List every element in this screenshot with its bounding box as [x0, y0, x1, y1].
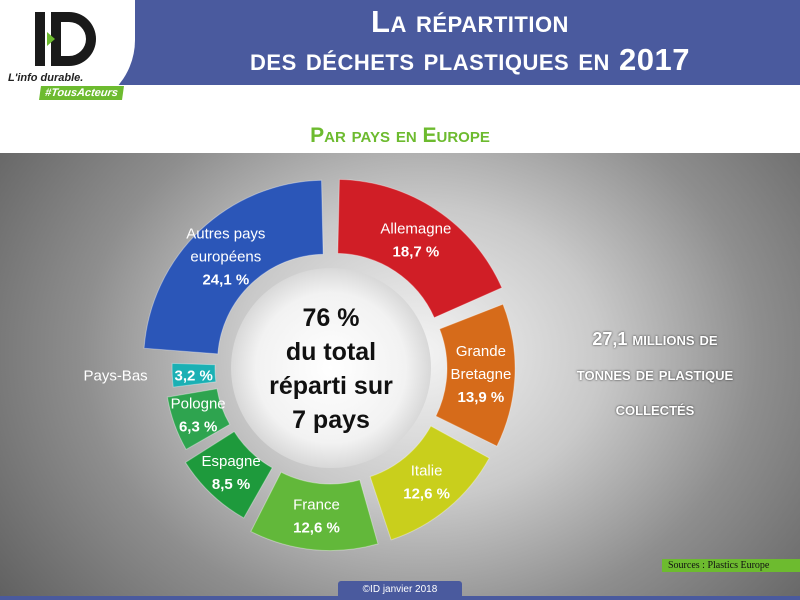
slice-pologne	[166, 388, 231, 451]
stat-line-1: 27,1 millions de	[592, 329, 718, 349]
slice-label-value: 24,1 %	[202, 271, 249, 288]
footer-bar	[0, 596, 800, 600]
logo-mark-icon	[35, 12, 96, 66]
slice-label-value: 8,5 %	[212, 476, 250, 493]
stat-line-2: tonnes de plastique	[576, 364, 734, 384]
slice-label-name: Grande	[456, 343, 506, 360]
title-line-2: des déchets plastiques en 2017	[250, 42, 690, 77]
logo-panel: L'info durable. #TousActeurs	[0, 0, 135, 110]
slice-label-name: européens	[190, 248, 261, 265]
slice-label-name: France	[293, 497, 340, 514]
logo-tagline: L'info durable.	[8, 72, 84, 84]
slice-label-value: 18,7 %	[393, 244, 440, 261]
slice-espagne	[184, 430, 273, 519]
center-text-line: réparti sur	[269, 372, 393, 400]
slice-label-value: 3,2 %	[175, 367, 213, 384]
slice-france	[250, 471, 379, 551]
slice-grande-bretagne	[435, 303, 516, 447]
slice-label-value: 6,3 %	[179, 419, 217, 436]
slice-label-value: 13,9 %	[458, 389, 505, 406]
donut-center	[231, 268, 431, 468]
sources-note: Sources : Plastics Europe	[662, 559, 800, 572]
total-stat: 27,1 millions de tonnes de plastique col…	[520, 322, 790, 427]
slice-label-name: Pologne	[171, 396, 226, 413]
slice-autres-pays-europ-ens	[143, 179, 324, 355]
slice-label-name: Allemagne	[380, 221, 451, 238]
chart-subtitle: Par pays en Europe	[310, 124, 490, 147]
donut-slices	[143, 178, 516, 551]
slice-italie	[369, 425, 490, 541]
center-text-line: 76 %	[303, 304, 360, 332]
slice-pays-bas	[171, 362, 217, 388]
slice-label-name: Italie	[411, 463, 443, 480]
slice-label-value: 12,6 %	[403, 486, 450, 503]
center-text: 76 % du total réparti sur 7 pays	[269, 304, 393, 434]
slice-label-name: Pays-Bas	[83, 367, 147, 384]
stat-line-3: collectés	[615, 399, 695, 419]
slice-label-value: 12,6 %	[293, 520, 340, 537]
slice-allemagne	[337, 178, 503, 319]
center-text-line: du total	[286, 338, 376, 366]
slice-label-name: Autres pays	[186, 225, 265, 242]
title-line-1: La répartition	[371, 4, 569, 39]
slice-label-name: Bretagne	[450, 366, 511, 383]
center-text-line: 7 pays	[292, 406, 370, 434]
copyright-tab: ©ID janvier 2018	[338, 581, 462, 598]
slice-label-name: Espagne	[201, 453, 260, 470]
slice-labels: Allemagne 18,7 % Grande Bretagne 13,9 % Itali…	[83, 221, 511, 537]
